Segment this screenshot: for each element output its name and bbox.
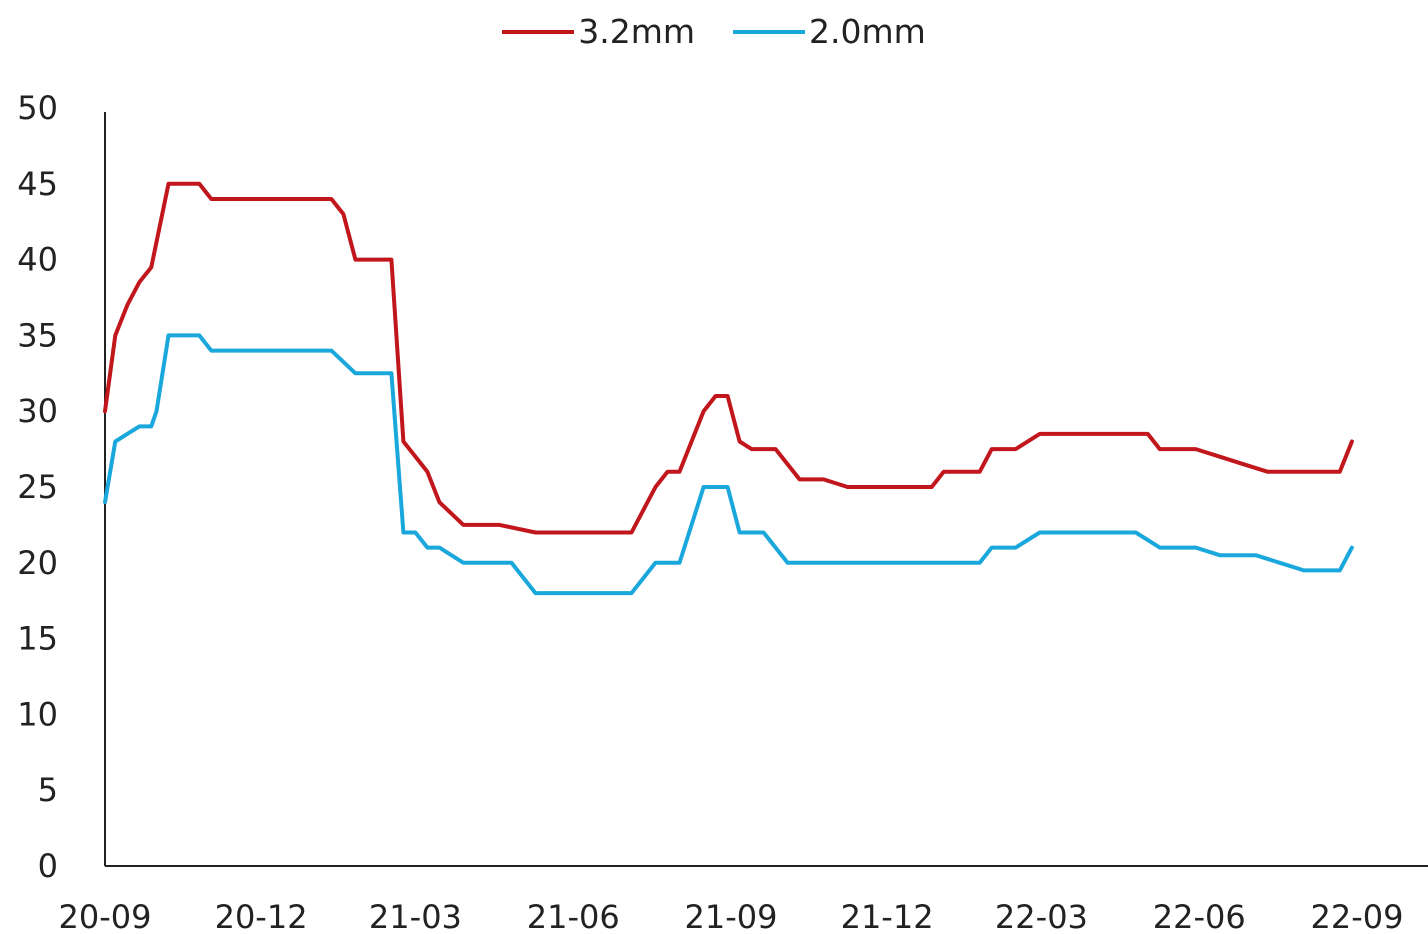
x-tick-label: 21-06: [527, 898, 620, 934]
y-axis-ticks: 0 5 10 15 20 25 30 35 40 45 50: [17, 89, 58, 885]
x-tick-label: 22-09: [1311, 898, 1404, 934]
y-tick-label: 45: [17, 165, 58, 203]
y-tick-label: 20: [17, 544, 58, 582]
x-tick-label: 21-12: [841, 898, 934, 934]
y-tick-label: 50: [17, 89, 58, 127]
y-tick-label: 0: [38, 847, 58, 885]
y-tick-label: 5: [38, 771, 58, 809]
x-tick-label: 22-03: [995, 898, 1088, 934]
legend: 3.2mm 2.0mm: [0, 12, 1428, 51]
y-tick-label: 35: [17, 316, 58, 354]
y-tick-label: 10: [17, 695, 58, 733]
y-tick-label: 30: [17, 392, 58, 430]
series-line-2: [103, 333, 1354, 596]
x-axis-ticks: 20-09 20-12 21-03 21-06 21-09 21-12 22-03 22-06…: [59, 898, 1404, 934]
x-tick-label: 21-09: [685, 898, 778, 934]
legend-label-series-1: 3.2mm: [578, 12, 695, 51]
series-layer: [103, 181, 1354, 596]
legend-item-series-2: 2.0mm: [733, 12, 926, 51]
x-tick-label: 22-06: [1153, 898, 1246, 934]
x-tick-label: 20-12: [215, 898, 308, 934]
y-tick-label: 40: [17, 241, 58, 279]
y-tick-label: 15: [17, 620, 58, 658]
legend-label-series-2: 2.0mm: [809, 12, 926, 51]
legend-swatch-series-2: [733, 29, 805, 34]
series-line-1: [103, 181, 1354, 535]
legend-swatch-series-1: [502, 29, 575, 34]
legend-item-series-1: 3.2mm: [502, 12, 695, 51]
x-tick-label: 21-03: [369, 898, 462, 934]
y-tick-label: 25: [17, 468, 58, 506]
x-tick-label: 20-09: [59, 898, 152, 934]
